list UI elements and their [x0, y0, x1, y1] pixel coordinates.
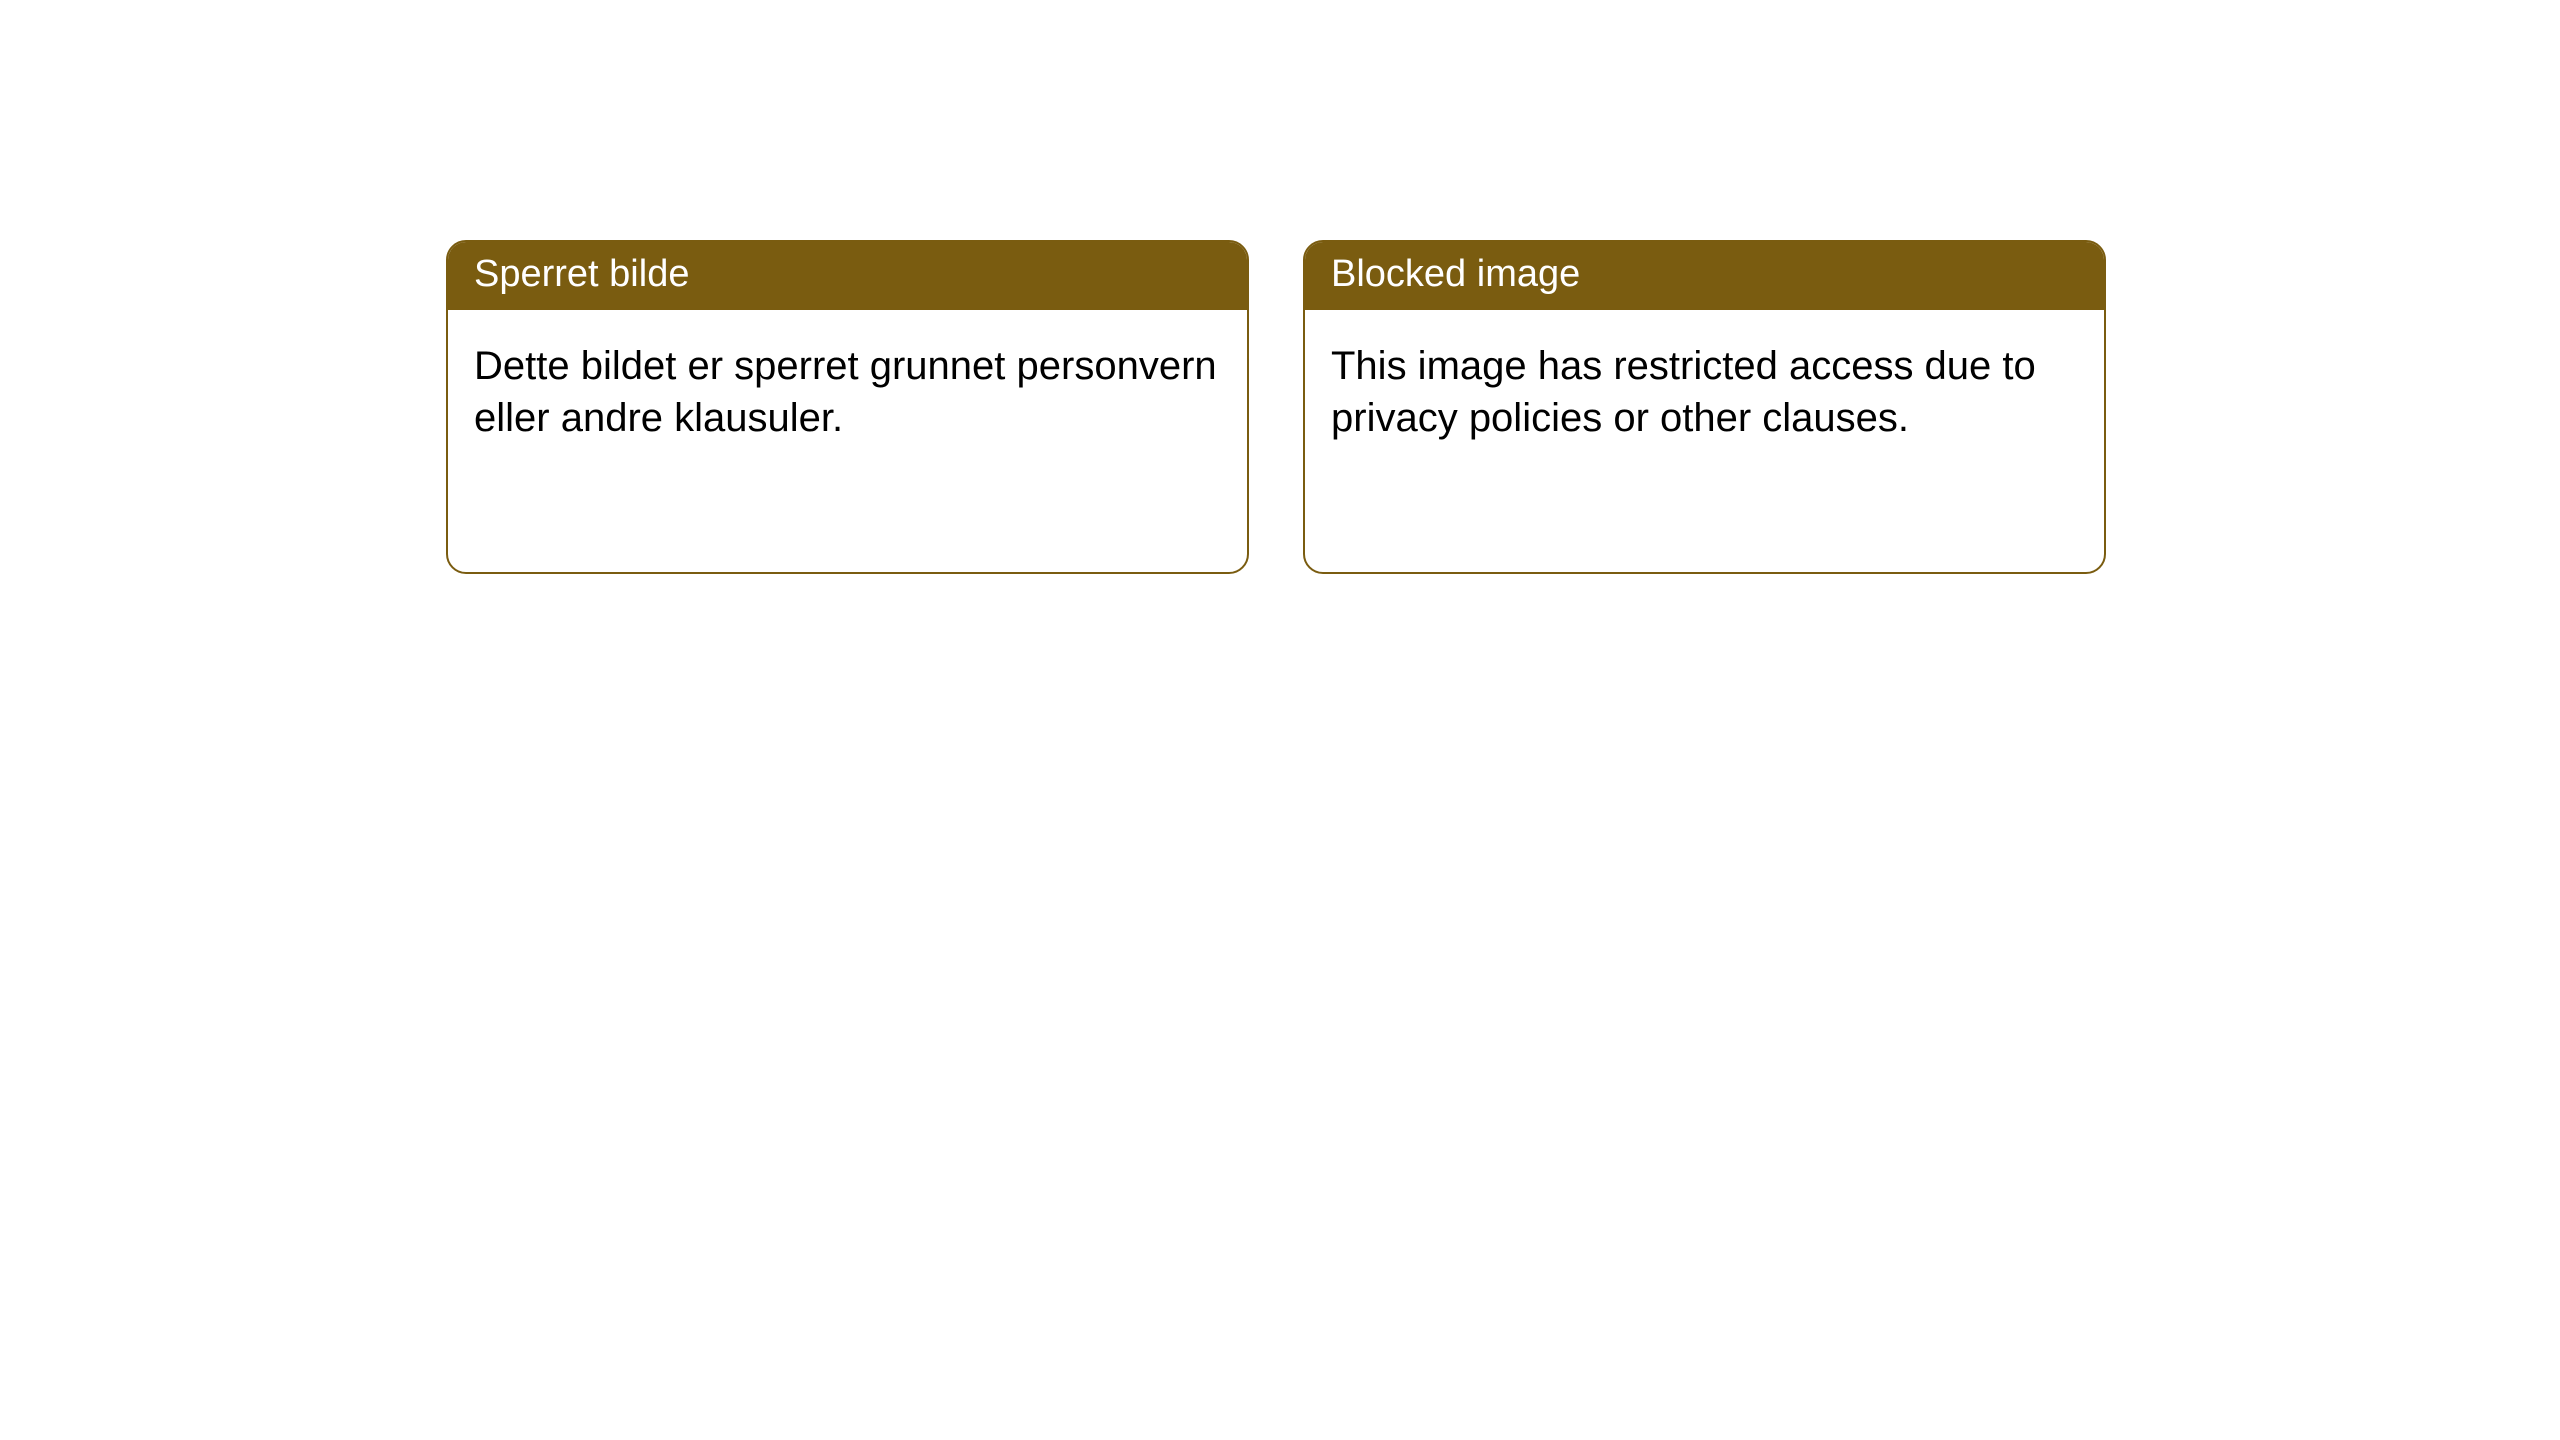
- notice-card-english: Blocked image This image has restricted …: [1303, 240, 2106, 574]
- notice-card-norwegian: Sperret bilde Dette bildet er sperret gr…: [446, 240, 1249, 574]
- card-body-norwegian: Dette bildet er sperret grunnet personve…: [448, 310, 1247, 474]
- card-body-english: This image has restricted access due to …: [1305, 310, 2104, 474]
- card-header-english: Blocked image: [1305, 242, 2104, 310]
- notice-container: Sperret bilde Dette bildet er sperret gr…: [446, 240, 2106, 574]
- card-header-norwegian: Sperret bilde: [448, 242, 1247, 310]
